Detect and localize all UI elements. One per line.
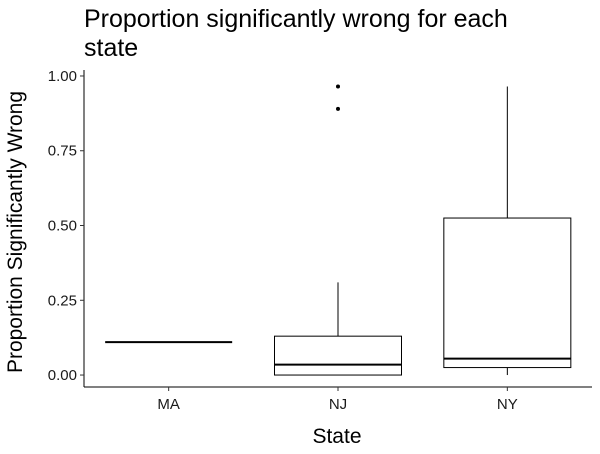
box-nj: [274, 335, 402, 376]
x-tick-label: NJ: [329, 396, 347, 413]
x-tick-label: NY: [497, 396, 518, 413]
y-tick-label: 0.25: [48, 292, 77, 309]
y-tick-label: 0.00: [48, 367, 77, 384]
y-tick-label: 0.50: [48, 218, 77, 235]
y-tick-label: 1.00: [48, 68, 77, 85]
outlier-point-nj: [336, 84, 340, 89]
chart-title-line-1: Proportion significantly wrong for each: [84, 5, 508, 33]
plot-area: 0.00 0.25 0.50 0.75 1.00 MA NJ NY: [48, 68, 592, 413]
y-tick-label: 0.75: [48, 143, 77, 160]
x-tick-label: MA: [157, 396, 180, 413]
chart-title-line-2: state: [84, 34, 138, 62]
box-ny: [443, 217, 572, 369]
y-axis-title: Proportion Significantly Wrong: [4, 91, 27, 373]
outlier-point-nj: [336, 106, 340, 111]
x-axis-title: State: [312, 425, 361, 448]
